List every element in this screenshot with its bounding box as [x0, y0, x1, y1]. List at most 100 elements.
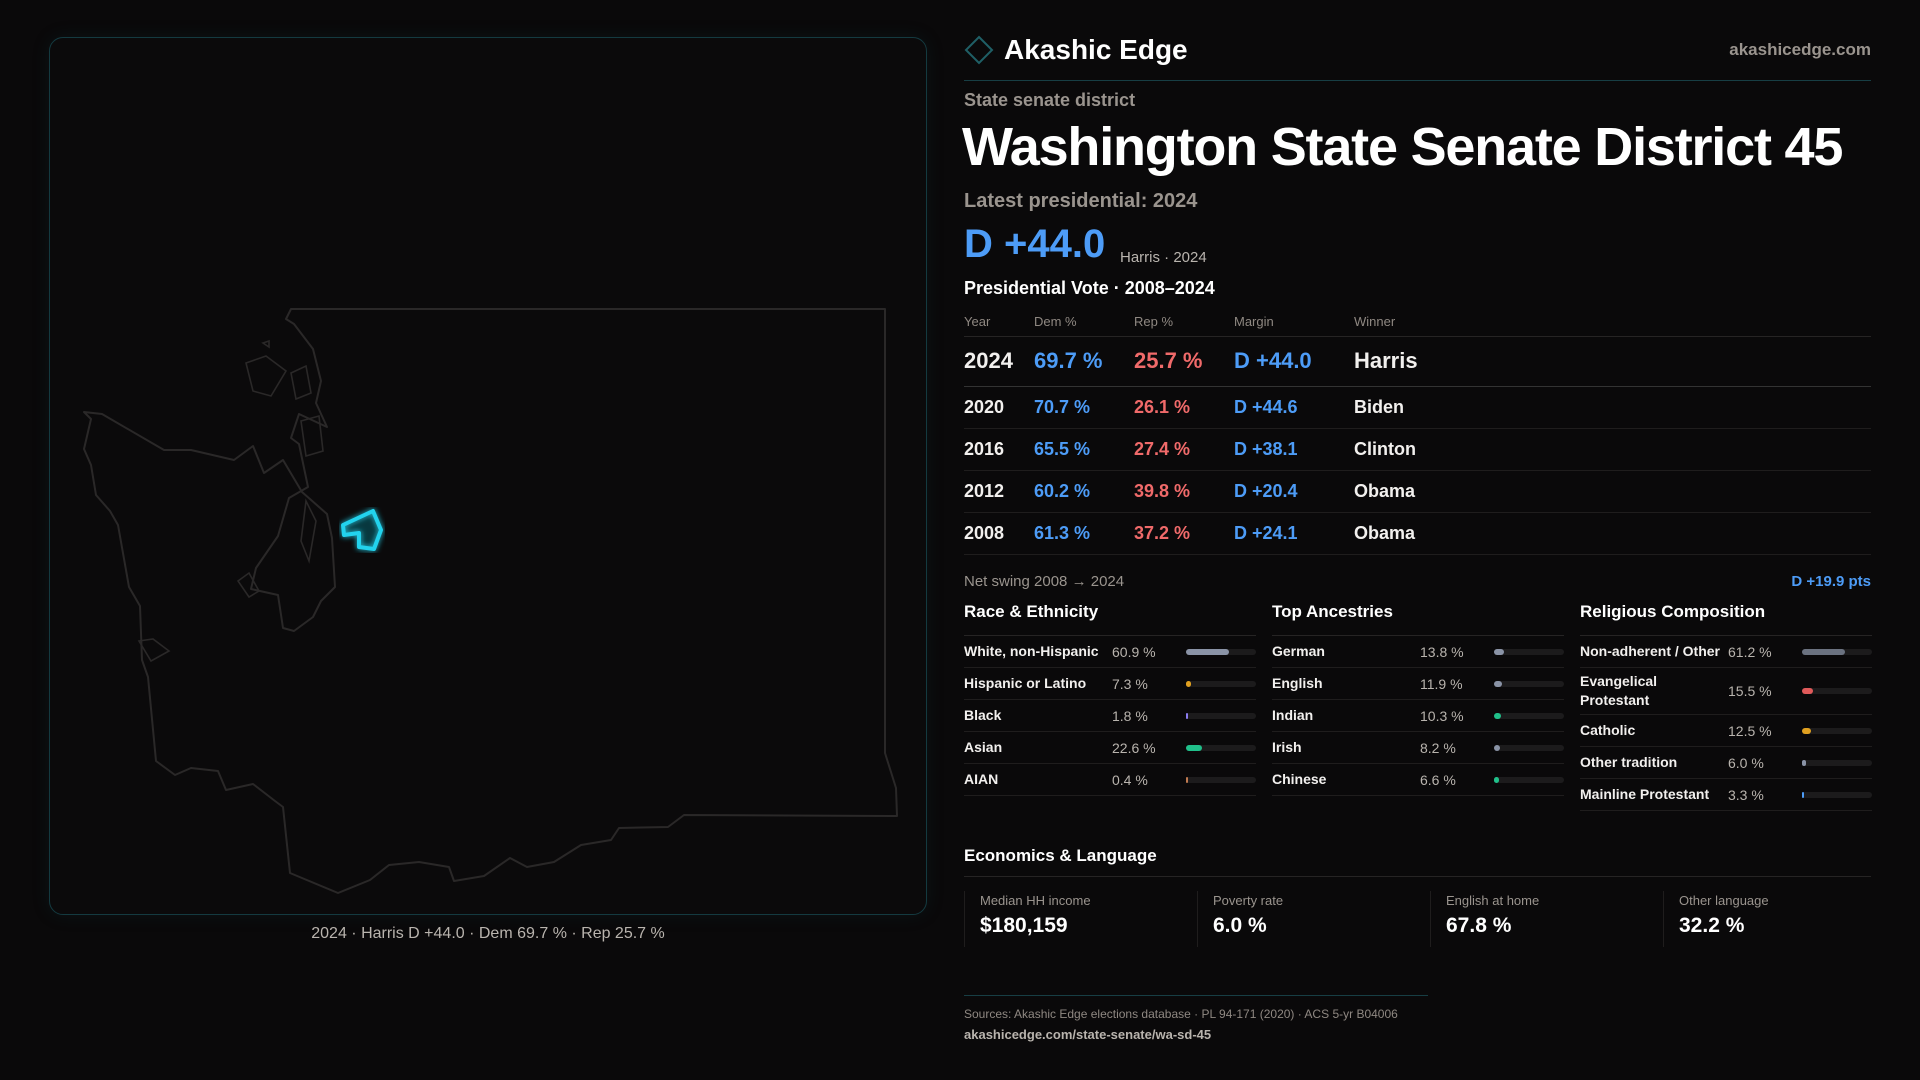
- item-value: 6.0 %: [1728, 754, 1764, 771]
- item-label: Irish: [1272, 739, 1302, 755]
- site-link[interactable]: akashicedge.com: [1729, 40, 1871, 59]
- section-top-ancestries: Top Ancestries German 13.8 % English 11.9 % I…: [1272, 600, 1564, 796]
- stat-value: 67.8 %: [1446, 914, 1512, 937]
- district-45-highlight[interactable]: [341, 509, 383, 551]
- cell-rep: 25.7 %: [1134, 336, 1234, 387]
- item-bar-fill: [1186, 776, 1188, 783]
- item-label: White, non-Hispanic: [964, 643, 1099, 659]
- list-item: German 13.8 %: [1272, 636, 1564, 668]
- map-panel[interactable]: [49, 37, 927, 915]
- item-value: 60.9 %: [1112, 643, 1156, 660]
- item-bar: [1186, 712, 1256, 719]
- item-bar: [1494, 648, 1564, 655]
- net-swing-label: Net swing 2008 → 2024: [964, 573, 1125, 590]
- cell-margin: D +44.6: [1234, 386, 1354, 429]
- item-value: 0.4 %: [1112, 771, 1148, 788]
- cell-rep: 37.2 %: [1134, 512, 1234, 555]
- cell-winner: Obama: [1354, 512, 1871, 555]
- item-value: 13.8 %: [1420, 643, 1464, 660]
- item-bar-fill: [1802, 759, 1807, 766]
- item-bar-fill: [1186, 648, 1229, 655]
- item-bar: [1494, 776, 1564, 783]
- item-label: Evangelical Protestant: [1580, 673, 1658, 708]
- latest-presidential: Latest presidential: 2024: [964, 190, 1198, 212]
- list-item: Hispanic or Latino 7.3 %: [964, 668, 1256, 700]
- item-bar: [1494, 680, 1564, 687]
- stat-card: Other language 32.2 %: [1663, 891, 1896, 947]
- item-label: Hispanic or Latino: [964, 675, 1087, 691]
- item-label: Asian: [964, 739, 1003, 755]
- item-bar: [1802, 688, 1872, 694]
- item-label: Other tradition: [1580, 754, 1678, 770]
- section-title: Top Ancestries: [1272, 600, 1564, 636]
- col-dem: Dem %: [1034, 308, 1134, 337]
- cell-margin: D +44.0: [1234, 336, 1354, 387]
- kicker: State senate district: [964, 90, 1136, 110]
- item-bar: [1802, 759, 1872, 766]
- footer-divider: [964, 995, 1428, 996]
- cell-margin: D +20.4: [1234, 470, 1354, 513]
- item-label: Chinese: [1272, 771, 1327, 787]
- item-value: 1.8 %: [1112, 707, 1148, 724]
- item-bar: [1186, 648, 1256, 655]
- item-value: 11.9 %: [1420, 675, 1463, 692]
- stat-value: $180,159: [980, 914, 1068, 937]
- item-value: 8.2 %: [1420, 739, 1456, 756]
- state-outline: [83, 308, 898, 894]
- section-race-ethnicity: Race & Ethnicity White, non-Hispanic 60.9 …: [964, 600, 1256, 796]
- page-url[interactable]: akashicedge.com/state-senate/wa-sd-45: [964, 1027, 1212, 1042]
- cell-winner: Biden: [1354, 386, 1871, 429]
- stat-label: Median HH income: [980, 893, 1091, 908]
- cell-rep: 39.8 %: [1134, 470, 1234, 513]
- item-label: German: [1272, 643, 1325, 659]
- economics-title: Economics & Language: [964, 846, 1157, 865]
- stat-card: English at home 67.8 %: [1430, 891, 1663, 947]
- item-bar-fill: [1802, 791, 1805, 798]
- item-value: 6.6 %: [1420, 771, 1456, 788]
- list-item: Irish 8.2 %: [1272, 732, 1564, 764]
- cell-dem: 61.3 %: [1034, 512, 1134, 555]
- item-value: 12.5 %: [1728, 722, 1772, 739]
- section-religious-composition: Religious Composition Non-adherent / Othe…: [1580, 600, 1872, 811]
- item-label: English: [1272, 675, 1323, 691]
- cell-winner: Harris: [1354, 336, 1871, 387]
- table-row: 2024 69.7 % 25.7 % D +44.0 Harris: [964, 336, 1871, 387]
- stat-label: Poverty rate: [1213, 893, 1284, 908]
- item-bar-fill: [1802, 727, 1811, 734]
- section-title: Race & Ethnicity: [964, 600, 1256, 636]
- header-divider: [964, 80, 1871, 81]
- item-bar: [1186, 744, 1256, 751]
- item-label: Indian: [1272, 707, 1314, 723]
- list-item: English 11.9 %: [1272, 668, 1564, 700]
- list-item: Catholic 12.5 %: [1580, 715, 1872, 747]
- latest-margin-sub: Harris · 2024: [1120, 249, 1207, 266]
- col-year: Year: [964, 308, 1034, 337]
- island-outlines: [137, 339, 324, 663]
- cell-year: 2008: [964, 512, 1034, 555]
- page-title: Washington State Senate District 45: [962, 117, 1843, 177]
- list-item: Other tradition 6.0 %: [1580, 747, 1872, 779]
- item-value: 3.3 %: [1728, 786, 1764, 803]
- table-row: 2012 60.2 % 39.8 % D +20.4 Obama: [964, 470, 1871, 513]
- table-row: 2016 65.5 % 27.4 % D +38.1 Clinton: [964, 428, 1871, 471]
- item-bar-fill: [1186, 744, 1202, 751]
- item-label: Mainline Protestant: [1580, 786, 1710, 802]
- latest-margin: D +44.0: [964, 222, 1106, 266]
- list-item: Asian 22.6 %: [964, 732, 1256, 764]
- stat-value: 32.2 %: [1679, 914, 1745, 937]
- item-bar-fill: [1802, 688, 1813, 694]
- col-margin: Margin: [1234, 308, 1354, 337]
- brand-logo[interactable]: Akashic Edge: [964, 34, 1188, 66]
- table-row: 2008 61.3 % 37.2 % D +24.1 Obama: [964, 512, 1871, 555]
- list-item: Non-adherent / Other 61.2 %: [1580, 636, 1872, 668]
- item-bar: [1186, 680, 1256, 687]
- cell-dem: 60.2 %: [1034, 470, 1134, 513]
- brand-name: Akashic Edge: [1004, 34, 1188, 65]
- item-value: 10.3 %: [1420, 707, 1464, 724]
- stat-value: 6.0 %: [1213, 914, 1267, 937]
- list-item: Indian 10.3 %: [1272, 700, 1564, 732]
- map-caption: 2024 · Harris D +44.0 · Dem 69.7 % · Rep…: [311, 925, 665, 942]
- state-map: [83, 308, 898, 894]
- economics-divider: [964, 876, 1871, 877]
- cell-margin: D +38.1: [1234, 428, 1354, 471]
